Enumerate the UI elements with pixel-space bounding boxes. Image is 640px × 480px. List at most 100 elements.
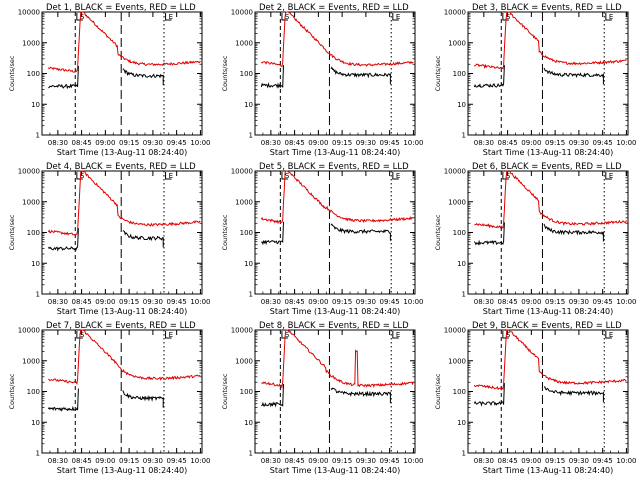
x-tick-label: 08:30: [48, 139, 68, 147]
panel-det-8: Det 8, BLACK = Events, RED = LLD 1 10 100 10…: [221, 321, 424, 475]
x-tick-label: 08:45: [498, 457, 518, 465]
x-tick-label: 09:00: [308, 457, 328, 465]
x-tick-label: 09:45: [593, 298, 613, 306]
x-tick-label: 08:30: [48, 457, 68, 465]
x-tick-label: 09:30: [356, 298, 376, 306]
y-axis-label: Counts/sec: [221, 55, 229, 91]
y-tick-label: 10: [244, 260, 253, 268]
y-tick-label: 10000: [444, 327, 466, 335]
x-tick-label: 09:45: [380, 457, 400, 465]
y-tick-label: 10000: [231, 327, 253, 335]
events-series-line: [473, 65, 505, 88]
y-tick-label: 10000: [18, 9, 40, 17]
y-tick-label: 100: [27, 70, 40, 78]
x-tick-label: 08:30: [261, 457, 281, 465]
x-axis-label: Start Time (13-Aug-11 08:24:40): [483, 466, 614, 475]
y-tick-label: 10: [244, 101, 253, 109]
panel-title: Det 5, BLACK = Events, RED = LLD: [259, 162, 409, 172]
x-tick-label: 09:45: [593, 457, 613, 465]
end-marker: [165, 13, 172, 21]
y-tick-label: 1: [36, 450, 40, 458]
x-tick-label: 08:45: [285, 457, 305, 465]
panel-det-7: Det 7, BLACK = Events, RED = LLD 1 10 100 10…: [8, 321, 211, 475]
y-tick-label: 1000: [448, 198, 466, 206]
panel-det-6: Det 6, BLACK = Events, RED = LLD 1 10 100 10…: [434, 162, 637, 316]
x-axis-label: Start Time (13-Aug-11 08:24:40): [483, 148, 614, 157]
x-tick-label: 09:30: [569, 457, 589, 465]
x-tick-label: 09:00: [95, 139, 115, 147]
lld-series-line: [47, 11, 201, 73]
start-marker: [281, 172, 288, 180]
y-axis-label: Counts/sec: [434, 55, 442, 91]
lld-series-line: [473, 329, 627, 391]
events-series-line: [330, 66, 391, 85]
x-tick-label: 08:45: [498, 298, 518, 306]
x-tick-label: 09:15: [332, 457, 352, 465]
panel-det-3: Det 3, BLACK = Events, RED = LLD 1 10 100 10…: [434, 3, 637, 157]
y-axis-label: Counts/sec: [221, 373, 229, 409]
start-marker-label: S: [285, 172, 290, 180]
y-tick-label: 1: [249, 450, 253, 458]
panel-title: Det 3, BLACK = Events, RED = LLD: [472, 3, 622, 13]
x-axis-label: Start Time (13-Aug-11 08:24:40): [57, 148, 188, 157]
lld-series-line: [47, 170, 201, 236]
end-marker: [392, 13, 399, 21]
panel-det-2: Det 2, BLACK = Events, RED = LLD 1 10 100 10…: [221, 3, 424, 157]
end-marker-label: E: [609, 13, 613, 21]
x-tick-label: 08:45: [285, 298, 305, 306]
start-marker: [502, 172, 509, 180]
panel-title: Det 6, BLACK = Events, RED = LLD: [472, 162, 622, 172]
x-tick-label: 09:00: [521, 139, 541, 147]
start-marker-label: S: [506, 331, 511, 339]
start-marker: [281, 331, 288, 339]
y-tick-label: 1000: [448, 39, 466, 47]
x-tick-label: 10:00: [616, 139, 636, 147]
x-tick-label: 09:45: [593, 139, 613, 147]
x-tick-label: 10:00: [190, 139, 210, 147]
y-tick-label: 10000: [444, 168, 466, 176]
x-tick-label: 09:30: [143, 139, 163, 147]
events-series-line: [48, 65, 79, 90]
x-tick-label: 08:30: [474, 298, 494, 306]
start-marker: [76, 13, 83, 21]
end-marker-label: E: [396, 13, 400, 21]
x-tick-label: 09:30: [356, 457, 376, 465]
panel-title: Det 4, BLACK = Events, RED = LLD: [46, 162, 196, 172]
y-tick-label: 10000: [18, 327, 40, 335]
y-tick-label: 1: [249, 291, 253, 299]
start-marker-label: S: [80, 13, 85, 21]
x-tick-label: 09:15: [545, 457, 565, 465]
x-axis-label: Start Time (13-Aug-11 08:24:40): [270, 466, 401, 475]
start-marker-label: S: [285, 13, 290, 21]
lld-series-line: [260, 170, 414, 225]
events-series-line: [330, 223, 391, 241]
events-series-line: [261, 383, 284, 408]
x-tick-label: 09:00: [521, 298, 541, 306]
x-tick-label: 10:00: [403, 298, 423, 306]
x-tick-label: 09:15: [332, 298, 352, 306]
y-tick-label: 10000: [231, 168, 253, 176]
y-tick-label: 10: [31, 101, 40, 109]
x-tick-label: 09:15: [119, 139, 139, 147]
x-tick-label: 09:00: [308, 298, 328, 306]
y-tick-label: 1: [462, 132, 466, 140]
start-marker: [502, 331, 509, 339]
x-tick-label: 09:30: [143, 457, 163, 465]
y-axis-label: Counts/sec: [221, 214, 229, 250]
lld-series-line: [474, 170, 627, 229]
events-series-line: [261, 221, 284, 246]
start-marker: [76, 331, 83, 339]
events-series-line: [47, 388, 79, 412]
x-tick-label: 09:45: [380, 139, 400, 147]
x-tick-label: 09:30: [143, 298, 163, 306]
x-tick-label: 09:00: [521, 457, 541, 465]
y-tick-label: 10000: [231, 9, 253, 17]
x-tick-label: 09:15: [332, 139, 352, 147]
start-marker-label: S: [80, 172, 85, 180]
end-marker-label: E: [396, 172, 400, 180]
events-series-line: [47, 228, 79, 252]
end-marker-label: E: [609, 331, 613, 339]
panel-title: Det 1, BLACK = Events, RED = LLD: [46, 3, 196, 13]
y-axis-label: Counts/sec: [434, 373, 442, 409]
events-series-line: [122, 68, 164, 86]
